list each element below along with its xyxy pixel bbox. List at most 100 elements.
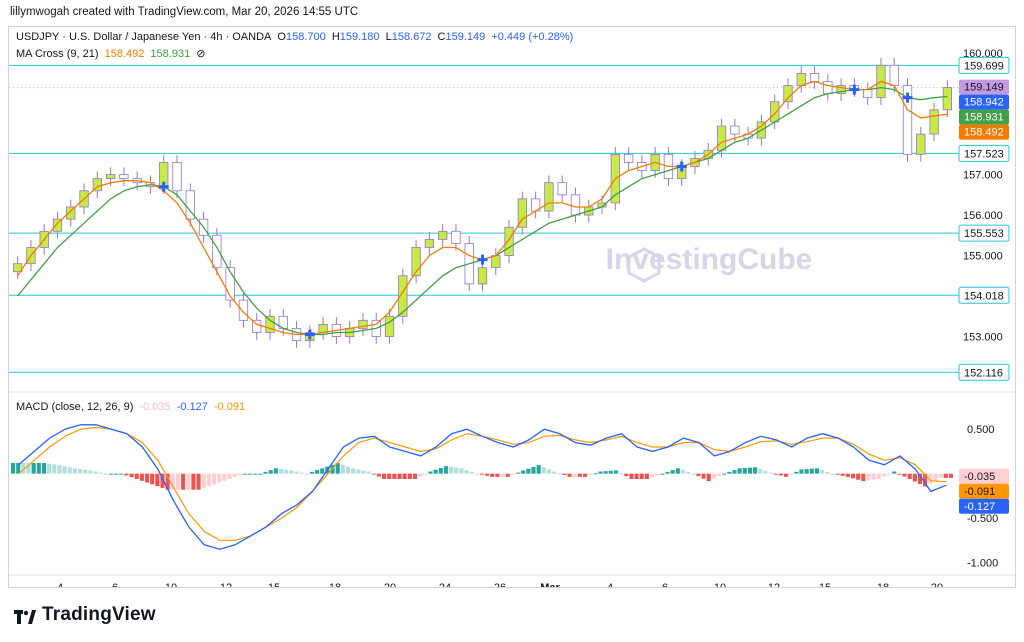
macd-histogram-bar xyxy=(917,473,923,484)
macd-histogram-bar xyxy=(686,471,691,474)
price-tick-label: 153.000 xyxy=(963,332,1003,344)
macd-histogram-bar xyxy=(794,471,799,474)
macd-histogram-bar xyxy=(789,473,794,475)
macd-histogram-bar xyxy=(52,464,57,474)
macd-histogram-bar xyxy=(201,473,206,488)
macd-histogram-bar xyxy=(675,468,680,474)
macd-histogram-bar xyxy=(36,463,41,474)
tradingview-logo[interactable]: TradingView xyxy=(14,604,156,626)
candle-body xyxy=(770,101,780,123)
macd-histogram-bar xyxy=(747,467,753,474)
macd-histogram-bar xyxy=(521,470,526,474)
candle-body xyxy=(517,198,527,228)
macd-histogram-bar xyxy=(47,463,52,474)
macd-histogram-bar xyxy=(649,473,655,478)
macd-histogram-bar xyxy=(438,467,443,474)
macd-histogram-bar xyxy=(294,471,299,474)
candle-body xyxy=(809,72,820,82)
macd-histogram-bar xyxy=(129,473,134,478)
low-value: 158.672 xyxy=(391,31,432,43)
macd-histogram-bar xyxy=(567,473,572,477)
macd-histogram-bar xyxy=(670,470,675,474)
macd-histogram-bar xyxy=(850,473,856,479)
level-label: 152.116 xyxy=(964,367,1003,379)
macd-histogram-bar xyxy=(412,473,418,479)
ma-fast-value: 158.492 xyxy=(104,48,145,60)
macd-badge-label: -0.091 xyxy=(964,486,995,498)
symbol-label: USDJPY · U.S. Dollar / Japanese Yen · 4h… xyxy=(16,31,272,43)
high-value: 159.180 xyxy=(339,31,380,43)
macd-histogram-bar xyxy=(510,473,515,475)
macd-histogram-bar xyxy=(644,473,649,479)
macd-histogram-bar xyxy=(887,473,892,475)
macd-histogram-bar xyxy=(505,473,510,477)
time-tick-label: 10 xyxy=(714,582,726,587)
macd-signal-value: -0.091 xyxy=(213,401,246,413)
eye-slash-icon[interactable]: ⊘ xyxy=(196,48,206,60)
macd-histogram-bar xyxy=(820,470,825,474)
macd-histogram-bar xyxy=(845,473,850,477)
tradingview-logo-icon xyxy=(14,608,36,624)
macd-histogram-bar xyxy=(98,472,103,474)
macd-histogram-bar xyxy=(227,473,232,479)
candle-body xyxy=(172,162,182,192)
macd-histogram-bar xyxy=(433,469,438,474)
price-badge-orange xyxy=(959,124,1009,140)
macd-histogram-bar xyxy=(67,467,72,474)
candle-body xyxy=(212,234,222,269)
candle-body xyxy=(398,275,408,317)
macd-histogram-bar xyxy=(206,473,211,487)
close-value: 159.149 xyxy=(445,31,486,43)
macd-label: MACD (close, 12, 26, 9) xyxy=(16,401,134,413)
macd-histogram-bar xyxy=(562,473,567,476)
macd-histogram-bar xyxy=(783,473,789,477)
candle-body xyxy=(889,64,899,86)
macd-histogram-bar xyxy=(639,473,644,479)
candle-body xyxy=(716,125,727,151)
macd-histogram-bar xyxy=(479,473,485,475)
candle-body xyxy=(411,247,421,277)
chart-canvas[interactable]: InvestingCube160.000159.000158.000157.00… xyxy=(9,27,1015,587)
chart-frame[interactable]: InvestingCube160.000159.000158.000157.00… xyxy=(8,26,1016,588)
level-label: 154.018 xyxy=(964,290,1004,302)
macd-histogram-bar xyxy=(830,473,835,475)
open-label: O xyxy=(277,31,286,43)
macd-histogram-bar xyxy=(588,473,593,476)
macd-histogram-bar xyxy=(871,473,876,480)
price-badge-green xyxy=(959,109,1009,125)
time-tick-label: 4 xyxy=(57,582,63,587)
macd-histogram-bar xyxy=(912,473,917,482)
macd-histogram-bar xyxy=(469,471,474,474)
macd-histogram-bar xyxy=(938,473,943,478)
macd-histogram-bar xyxy=(103,473,108,475)
candle-body xyxy=(836,85,846,95)
time-tick-label: 15 xyxy=(819,582,831,587)
macd-histogram-bar xyxy=(459,468,464,474)
time-tick-label: 10 xyxy=(165,582,177,587)
level-label: 159.699 xyxy=(964,60,1004,72)
candle-body xyxy=(105,174,116,180)
price-badge-label-blue: 158.942 xyxy=(964,97,1004,109)
macd-histogram-bar xyxy=(572,473,577,477)
candle-body xyxy=(265,315,275,333)
macd-histogram-bar xyxy=(268,470,273,474)
price-tick-label: 156.000 xyxy=(963,210,1003,222)
macd-histogram-bar xyxy=(351,468,356,474)
ma-cross-marker xyxy=(902,92,913,103)
change-value: +0.449 (+0.28%) xyxy=(491,31,574,43)
macd-histogram-bar xyxy=(814,468,819,474)
ma-fast-line xyxy=(17,80,948,336)
macd-histogram-bar xyxy=(356,469,361,474)
macd-histogram-bar xyxy=(150,473,155,485)
macd-histogram-bar xyxy=(706,473,711,482)
macd-histogram-bar xyxy=(242,473,248,475)
macd-histogram-bar xyxy=(191,473,196,490)
macd-histogram-bar xyxy=(366,471,371,474)
macd-histogram-bar xyxy=(165,473,170,490)
candle-body xyxy=(570,194,581,216)
macd-histogram-bar xyxy=(57,465,62,474)
candle-body xyxy=(796,72,806,86)
macd-histogram-bar xyxy=(407,473,412,479)
macd-histogram-bar xyxy=(88,470,93,474)
candle-body xyxy=(623,153,634,163)
